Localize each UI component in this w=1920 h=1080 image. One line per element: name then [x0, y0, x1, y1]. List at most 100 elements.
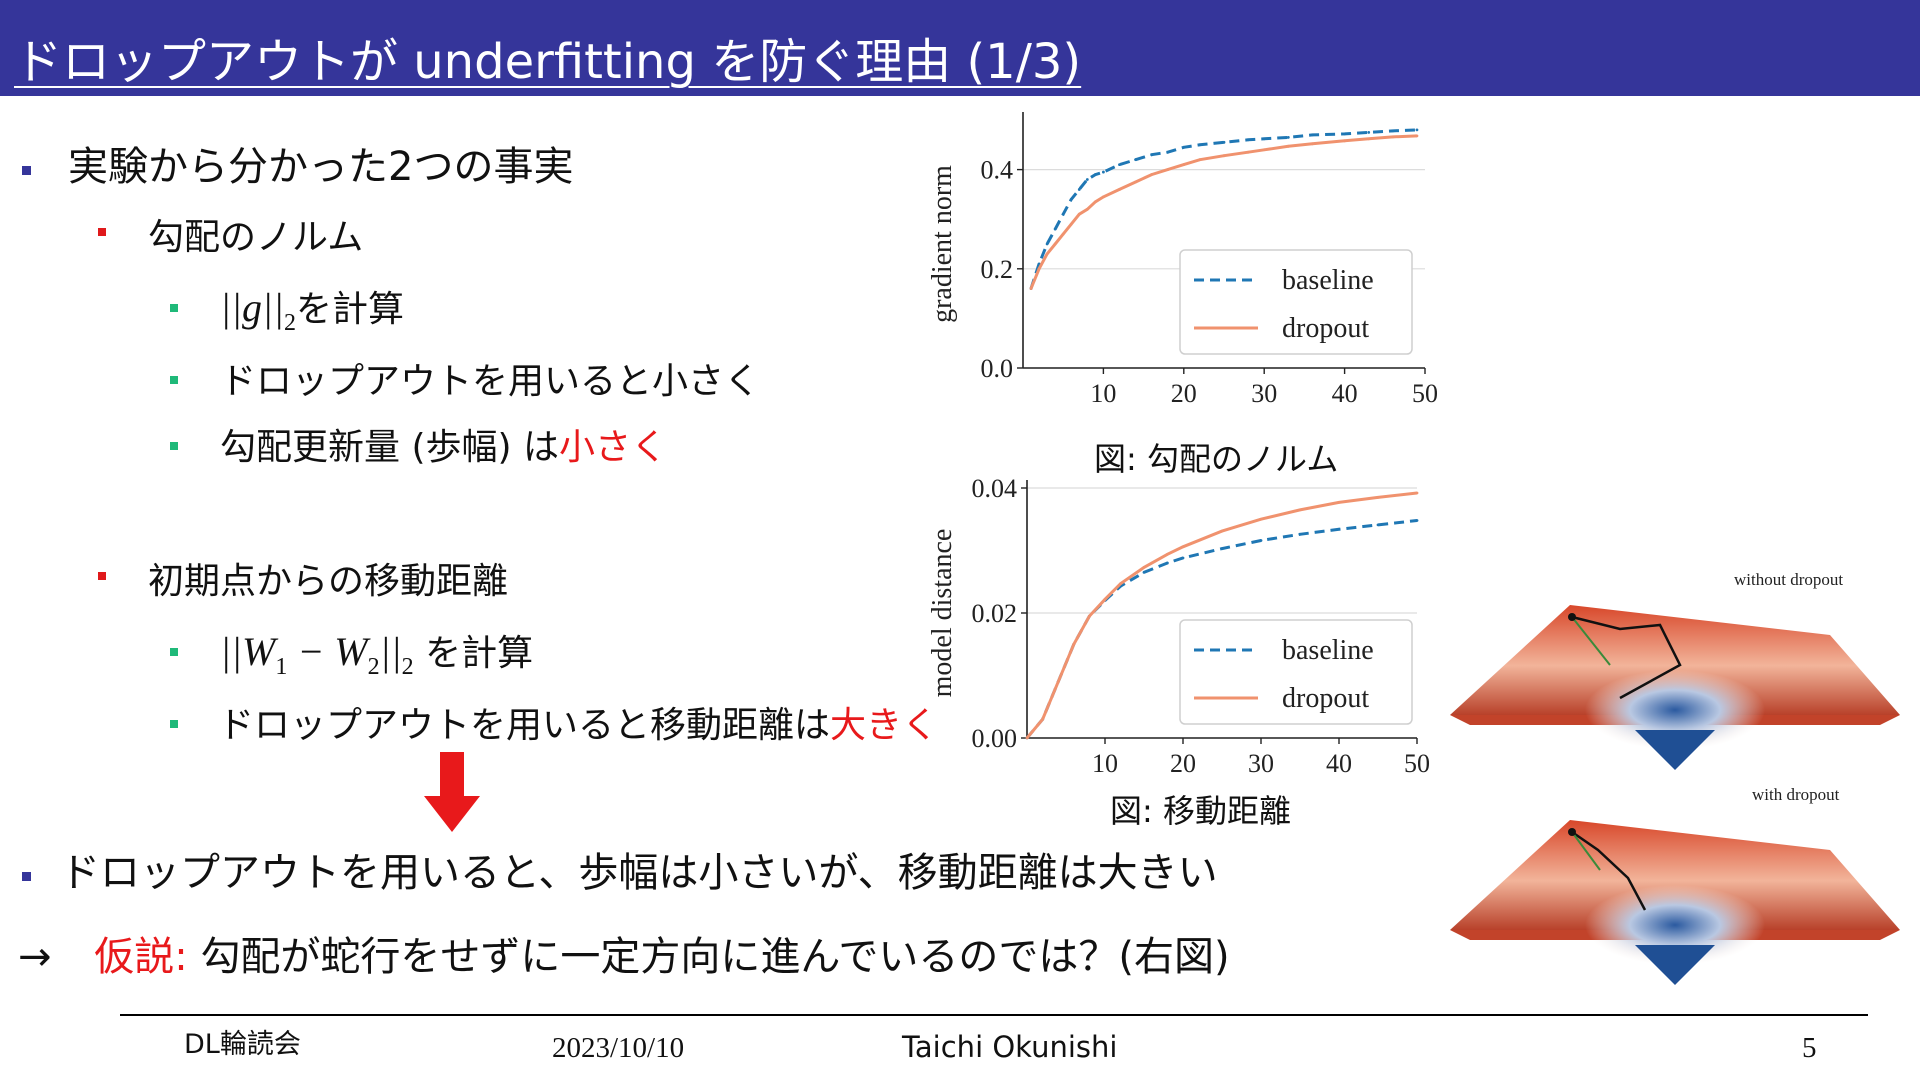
data-point-baseline	[1415, 128, 1419, 132]
step-prefix: 勾配更新量 (歩幅) は	[220, 427, 559, 468]
x-tick-label: 20	[1171, 379, 1197, 408]
bullet-marker	[22, 166, 31, 175]
distance-dropout: ドロップアウトを用いると移動距離は大きく	[218, 696, 938, 748]
data-point-dropout	[1367, 137, 1371, 141]
title-bar: ドロップアウトが underfitting を防ぐ理由 (1/3)	[0, 0, 1920, 96]
surface	[1450, 605, 1900, 715]
data-point-baseline	[1298, 532, 1302, 536]
x-tick-label: 10	[1090, 379, 1116, 408]
formula-subscript: 2	[367, 654, 380, 680]
data-point-baseline	[1182, 145, 1186, 149]
surface-basin	[1585, 885, 1765, 965]
bullet-marker	[170, 442, 178, 450]
data-point-dropout	[1166, 552, 1169, 556]
data-point-dropout	[1182, 163, 1186, 167]
formula-text: ||	[379, 629, 402, 674]
data-point-dropout	[1025, 736, 1029, 740]
data-point-dropout	[1061, 232, 1065, 236]
data-point-dropout	[1376, 495, 1380, 499]
data-point-dropout	[1220, 529, 1224, 533]
hypothesis-colon: :	[174, 934, 188, 980]
footer-event: DL輪読会	[184, 1029, 301, 1060]
formula-text: ||W	[220, 629, 276, 674]
data-point-dropout	[1286, 144, 1290, 148]
data-point-baseline	[1061, 212, 1065, 216]
distance-formula: ||W1 − W2||2	[220, 629, 414, 680]
y-tick-label: 0.4	[981, 156, 1014, 185]
data-point-dropout	[1181, 545, 1185, 549]
start-point	[1568, 828, 1576, 836]
start-point	[1568, 613, 1576, 621]
data-point-dropout	[1029, 287, 1033, 291]
x-tick-label: 50	[1404, 749, 1430, 778]
footer-author: Taichi Okunishi	[902, 1030, 1118, 1064]
x-tick-label: 30	[1248, 749, 1274, 778]
trajectory-path	[1571, 615, 1682, 700]
data-point-dropout	[1246, 150, 1250, 154]
bullet-marker	[22, 872, 31, 881]
data-point-baseline	[1085, 178, 1089, 181]
loss-landscape-with-dropout: with dropout	[1450, 785, 1900, 985]
data-point-dropout	[1166, 168, 1170, 171]
data-point-dropout	[1085, 207, 1089, 211]
footer-divider	[120, 1014, 1868, 1016]
data-point-dropout	[1102, 195, 1105, 199]
data-point-dropout	[1311, 142, 1314, 146]
data-point-baseline	[1077, 188, 1081, 191]
data-point-dropout	[1093, 200, 1097, 204]
formula-subscript: 1	[275, 654, 288, 680]
loss-landscape-without-dropout: without dropout	[1450, 570, 1900, 770]
data-point-dropout	[1134, 180, 1137, 184]
data-point-dropout	[1069, 222, 1073, 226]
data-point-dropout	[1072, 642, 1076, 646]
legend-label: dropout	[1282, 683, 1369, 714]
surface	[1450, 820, 1900, 930]
surface-tip	[1635, 945, 1715, 985]
data-point-dropout	[1343, 139, 1346, 143]
without-dropout-label: without dropout	[1734, 570, 1843, 589]
hypothesis: → 仮説: 勾配が蛇行をせずに一定方向に進んでいるのでは？(右図)	[18, 924, 1230, 982]
data-point-dropout	[1262, 148, 1266, 152]
data-point-dropout	[1045, 252, 1049, 256]
data-point-baseline	[1069, 197, 1073, 201]
bullet-marker	[98, 228, 106, 236]
step-highlight: 小さく	[558, 427, 667, 468]
x-tick-label: 40	[1326, 749, 1352, 778]
data-point-baseline	[1262, 137, 1266, 141]
model-distance-chart: 0.00 0.02 0.04 10 20 30 40 50 model distance base…	[927, 474, 1430, 778]
data-point-dropout	[1041, 717, 1044, 721]
data-point-dropout	[1037, 267, 1041, 271]
y-tick-label: 0.00	[972, 724, 1018, 753]
data-point-baseline	[1134, 158, 1137, 162]
data-point-baseline	[1220, 547, 1224, 551]
x-tick-label: 30	[1251, 379, 1277, 408]
data-point-baseline	[1343, 132, 1346, 136]
legend-label: baseline	[1282, 635, 1374, 666]
data-point-baseline	[1259, 539, 1263, 542]
grad-norm-compute: ||g||2を計算	[220, 280, 404, 337]
formula-subscript: 2	[283, 310, 296, 336]
y-tick-label: 0.0	[981, 354, 1014, 383]
with-dropout-label: with dropout	[1752, 785, 1840, 804]
data-point-baseline	[1142, 570, 1146, 574]
bullet-marker	[170, 304, 178, 312]
legend-label: baseline	[1282, 265, 1374, 296]
grad-norm-heading: 勾配のノルム	[148, 217, 364, 258]
dist-chart-caption: 図: 移動距離	[1110, 792, 1291, 830]
conclusion: ドロップアウトを用いると、歩幅は小さいが、移動距離は大きい	[60, 850, 1218, 896]
distance-prefix: ドロップアウトを用いると移動距離は	[218, 705, 831, 746]
x-tick-label: 10	[1092, 749, 1118, 778]
grad-chart-caption: 図: 勾配のノルム	[1094, 440, 1339, 478]
grad-norm-formula: ||g||2	[220, 285, 296, 336]
data-point-dropout	[1391, 135, 1395, 139]
data-point-baseline	[1166, 561, 1169, 565]
data-point-dropout	[1415, 491, 1419, 495]
y-tick-label: 0.02	[972, 599, 1018, 628]
data-point-baseline	[1415, 519, 1419, 522]
data-point-dropout	[1119, 582, 1122, 586]
x-tick-label: 20	[1170, 749, 1196, 778]
y-tick-label: 0.2	[981, 255, 1014, 284]
data-point-dropout	[1077, 212, 1081, 216]
formula-suffix: を計算	[295, 289, 404, 330]
data-point-baseline	[1337, 527, 1341, 531]
